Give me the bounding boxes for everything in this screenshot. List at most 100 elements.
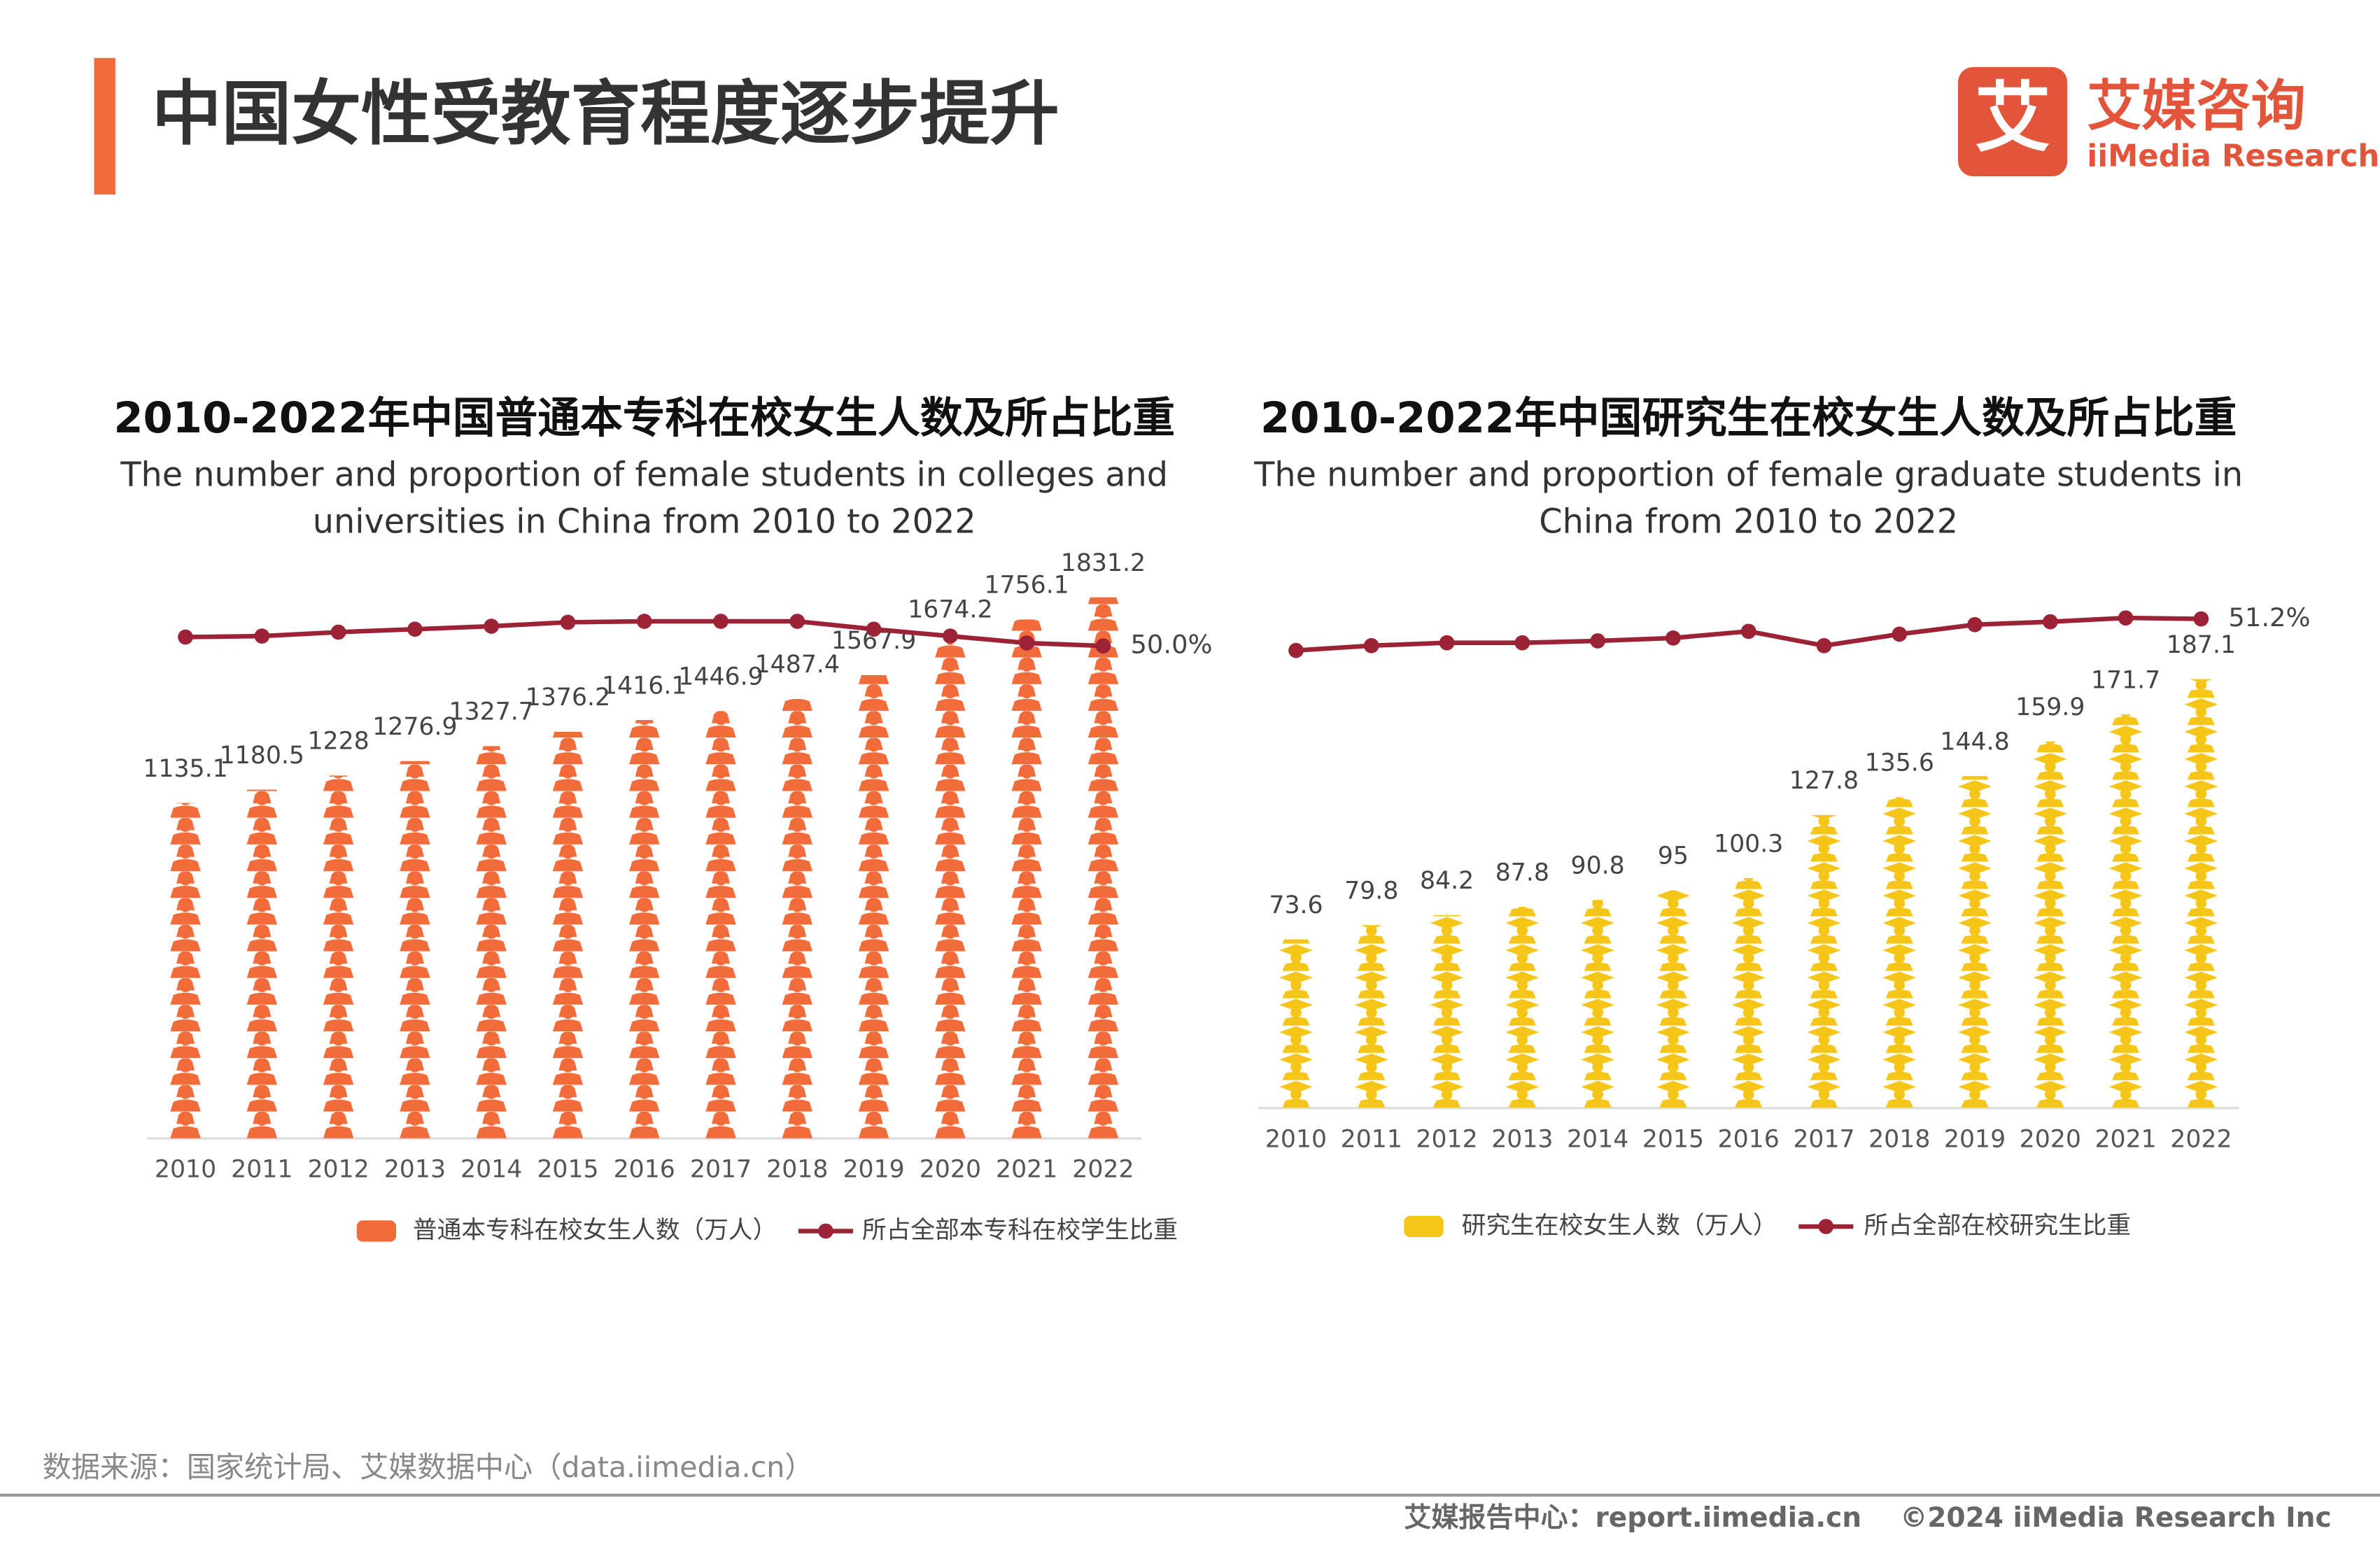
pictogram-bar — [242, 789, 281, 1139]
pictogram-bar — [1007, 619, 1046, 1139]
value-label: 100.3 — [1714, 830, 1783, 858]
footer-site: 艾媒报告中心：report.iimedia.cn — [1404, 1502, 1861, 1534]
value-label: 90.8 — [1571, 852, 1625, 880]
value-label: 1446.9 — [678, 663, 763, 691]
x-tick-label: 2011 — [1341, 1125, 1402, 1153]
value-label: 144.8 — [1940, 728, 2009, 756]
source: 数据来源：国家统计局、艾媒数据中心（data.iimedia.cn） — [43, 1450, 814, 1484]
x-tick-label: 2012 — [1416, 1125, 1477, 1153]
chart-subtitle-box: The number and proportion of female stud… — [120, 457, 1168, 542]
value-label: 1416.1 — [602, 672, 686, 700]
value-label: 1674.2 — [908, 595, 992, 623]
x-tick-label: 2020 — [2020, 1125, 2081, 1153]
x-tick-label: 2014 — [1567, 1125, 1628, 1153]
chart-subtitle-box: The number and proportion of female grad… — [1254, 457, 2244, 542]
title-accent — [94, 57, 115, 195]
line-point — [866, 621, 882, 637]
x-tick-label: 2017 — [690, 1156, 752, 1184]
value-label: 1376.2 — [526, 684, 610, 712]
pictogram-bar — [1503, 906, 1542, 1108]
pictogram-bar — [1277, 939, 1315, 1108]
x-tick-label: 2018 — [1868, 1125, 1930, 1153]
line-point — [254, 628, 270, 644]
value-label: 73.6 — [1269, 891, 1323, 919]
value-label: 1228 — [307, 728, 369, 756]
x-tick-label: 2022 — [2170, 1125, 2232, 1153]
line-point — [1816, 637, 1832, 654]
x-tick-label: 2020 — [920, 1156, 981, 1184]
legend-dot — [818, 1223, 833, 1239]
legend-label: 所占全部本专科在校学生比重 — [862, 1216, 1178, 1244]
x-tick-label: 2022 — [1072, 1156, 1134, 1184]
pictogram-bar — [701, 710, 740, 1139]
pictogram-bar — [166, 803, 205, 1139]
chart-title: 2010-2022年中国普通本专科在校女生人数及所占比重 — [113, 394, 1175, 443]
pictogram-bar — [1428, 914, 1466, 1108]
line-point — [1740, 623, 1756, 640]
x-tick-label: 2021 — [2094, 1125, 2156, 1153]
line-point — [1892, 626, 1908, 642]
value-label: 127.8 — [1789, 767, 1859, 795]
value-label: 1180.5 — [220, 742, 304, 770]
x-tick-label: 2011 — [231, 1156, 293, 1184]
pictogram-bar — [319, 775, 358, 1139]
pictogram-bar — [931, 643, 970, 1139]
pictogram-bar — [854, 674, 893, 1139]
line-point — [2042, 614, 2058, 630]
x-tick-label: 2013 — [384, 1156, 446, 1184]
chart-subtitle: The number and proportion of female grad… — [1254, 457, 2244, 542]
line-point — [1967, 616, 1983, 633]
line-value-label: 50.0% — [1130, 630, 1212, 660]
line-point — [2193, 611, 2209, 627]
value-label: 84.2 — [1420, 867, 1474, 895]
x-tick-label: 2016 — [1718, 1125, 1780, 1153]
pictogram-bar — [1805, 814, 1843, 1108]
value-label: 1487.4 — [755, 651, 840, 679]
value-label: 79.8 — [1344, 877, 1398, 905]
line-point — [1019, 635, 1035, 651]
value-label: 1327.7 — [449, 698, 533, 726]
line-point — [178, 629, 193, 645]
chart-title: 2010-2022年中国研究生在校女生人数及所占比重 — [1260, 394, 2237, 443]
legend-label: 普通本专科在校女生人数（万人） — [413, 1216, 777, 1244]
pictogram-bar — [1084, 597, 1122, 1139]
pictogram-bar — [1654, 890, 1692, 1108]
line-point — [1514, 635, 1530, 651]
x-tick-label: 2010 — [155, 1156, 216, 1184]
line-point — [484, 619, 500, 634]
line-point — [1666, 630, 1681, 646]
x-tick-label: 2013 — [1491, 1125, 1553, 1153]
x-tick-label: 2010 — [1265, 1125, 1327, 1153]
line-point — [1363, 637, 1379, 654]
legend-label: 所占全部在校研究生比重 — [1864, 1212, 2132, 1240]
x-tick-label: 2016 — [614, 1156, 675, 1184]
line-value-label: 51.2% — [2228, 602, 2310, 633]
x-tick-label: 2021 — [996, 1156, 1057, 1184]
value-label: 135.6 — [1865, 749, 1934, 777]
value-label: 1756.1 — [984, 572, 1069, 600]
x-tick-label: 2014 — [460, 1156, 522, 1184]
logo-mark: 艾 — [1975, 73, 2050, 162]
line-point — [943, 628, 958, 644]
pictogram-bar — [625, 720, 664, 1139]
pictogram-bar — [1579, 900, 1617, 1108]
pictogram-bar — [2182, 679, 2220, 1108]
x-tick-label: 2019 — [843, 1156, 904, 1184]
line-point — [2118, 610, 2134, 626]
value-label: 87.8 — [1495, 859, 1549, 886]
logo-cn: 艾媒咨询 — [2087, 75, 2305, 138]
value-label: 159.9 — [2015, 693, 2085, 721]
x-tick-label: 2012 — [307, 1156, 369, 1184]
line-point — [330, 624, 346, 640]
legend-dot — [1818, 1219, 1834, 1234]
value-label: 171.7 — [2091, 666, 2160, 694]
legend-label: 研究生在校女生人数（万人） — [1462, 1212, 1777, 1240]
pictogram-bar — [472, 746, 511, 1139]
x-tick-label: 2015 — [1642, 1125, 1704, 1153]
page-title: 中国女性受教育程度逐步提升 — [152, 73, 1059, 155]
pictogram-bar — [2106, 714, 2145, 1108]
value-label: 1135.1 — [143, 755, 227, 783]
line-point — [1590, 633, 1605, 649]
value-label: 95 — [1658, 842, 1689, 870]
